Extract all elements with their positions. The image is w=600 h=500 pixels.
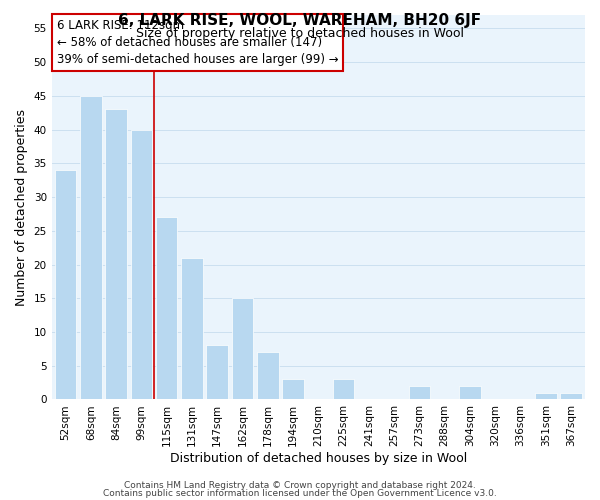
X-axis label: Distribution of detached houses by size in Wool: Distribution of detached houses by size … [170, 452, 467, 465]
Bar [232, 298, 253, 400]
Bar [80, 96, 101, 400]
Text: 6, LARK RISE, WOOL, WAREHAM, BH20 6JF: 6, LARK RISE, WOOL, WAREHAM, BH20 6JF [118, 12, 482, 28]
Bar [181, 258, 203, 400]
Bar [156, 218, 178, 400]
Bar [131, 130, 152, 400]
Y-axis label: Number of detached properties: Number of detached properties [15, 108, 28, 306]
Bar [333, 379, 355, 400]
Text: Contains public sector information licensed under the Open Government Licence v3: Contains public sector information licen… [103, 489, 497, 498]
Text: Contains HM Land Registry data © Crown copyright and database right 2024.: Contains HM Land Registry data © Crown c… [124, 482, 476, 490]
Bar [55, 170, 76, 400]
Bar [206, 346, 228, 400]
Bar [409, 386, 430, 400]
Text: Size of property relative to detached houses in Wool: Size of property relative to detached ho… [136, 28, 464, 40]
Bar [535, 392, 557, 400]
Text: 6 LARK RISE: 112sqm
← 58% of detached houses are smaller (147)
39% of semi-detac: 6 LARK RISE: 112sqm ← 58% of detached ho… [57, 19, 338, 66]
Bar [257, 352, 278, 400]
Bar [106, 110, 127, 400]
Bar [459, 386, 481, 400]
Bar [560, 392, 582, 400]
Bar [283, 379, 304, 400]
